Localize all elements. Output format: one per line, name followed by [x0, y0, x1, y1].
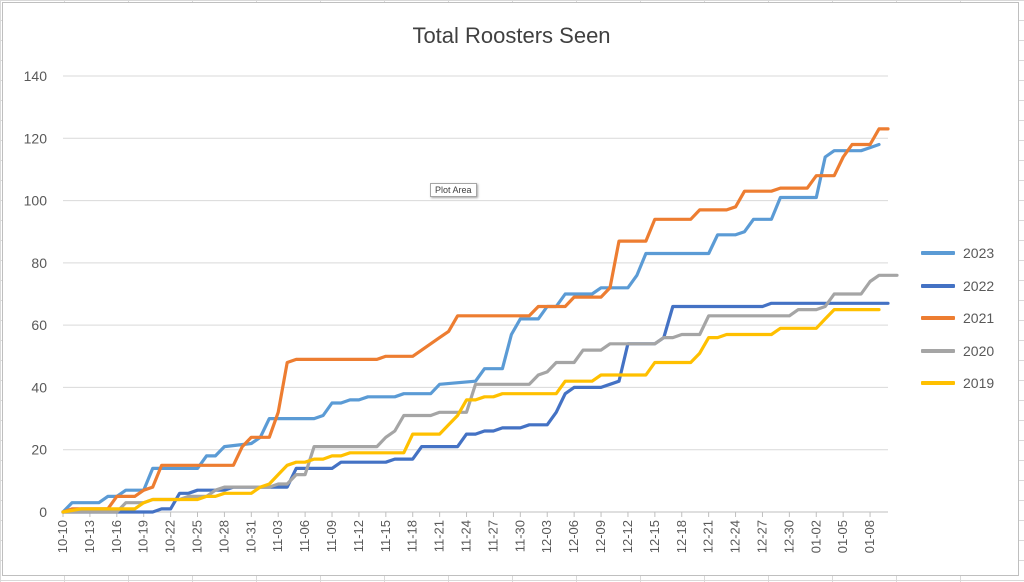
x-tick-label: 12-03 — [539, 520, 554, 553]
y-tick-label: 120 — [24, 130, 48, 146]
x-tick-label: 12-15 — [647, 520, 662, 553]
x-tick-label: 12-06 — [566, 520, 581, 553]
x-tick-label: 10-31 — [243, 520, 258, 553]
x-tick-label: 10-22 — [163, 520, 178, 553]
x-tick-label: 12-09 — [593, 520, 608, 553]
y-tick-label: 40 — [31, 379, 47, 395]
legend-label: 2022 — [963, 278, 995, 294]
y-tick-label: 0 — [39, 504, 47, 520]
y-tick-label: 60 — [31, 317, 47, 333]
legend-label: 2021 — [963, 310, 995, 326]
x-tick-label: 11-06 — [297, 520, 312, 552]
chart-container[interactable]: 0 20 40 60 80 100 120 140 10-10 10-13 10-16 10-19 10… — [2, 2, 1019, 576]
x-tick-label: 10-25 — [190, 520, 205, 553]
x-tick-label: 11-09 — [324, 520, 339, 552]
series-line-2023 — [61, 142, 881, 514]
x-tick-label: 11-30 — [512, 520, 527, 552]
x-tick-label: 12-12 — [620, 520, 635, 553]
x-tick-label: 11-24 — [459, 520, 474, 552]
series-line-2021 — [61, 127, 890, 514]
x-tick-label: 12-30 — [781, 520, 796, 553]
chart-title: Total Roosters Seen — [412, 23, 611, 48]
x-tick-label: 01-05 — [835, 520, 850, 553]
y-tick-label: 20 — [31, 442, 47, 458]
x-tick-label: 12-18 — [674, 520, 689, 553]
legend-swatch — [921, 381, 955, 385]
series-line-2022 — [61, 301, 890, 514]
legend-swatch — [921, 316, 955, 320]
legend-label: 2023 — [963, 245, 995, 261]
x-tick-label: 10-10 — [55, 520, 70, 553]
series-line-2020 — [61, 273, 899, 514]
legend-swatch — [921, 349, 955, 353]
x-tick-label: 01-02 — [808, 520, 823, 553]
legend-swatch — [921, 284, 955, 288]
x-tick-label: 11-27 — [485, 520, 500, 552]
x-tick-label: 10-19 — [136, 520, 151, 553]
x-tick-label: 12-27 — [754, 520, 769, 553]
legend-swatch — [921, 251, 955, 255]
x-tick-label: 10-13 — [82, 520, 97, 553]
x-tick-label: 11-21 — [432, 520, 447, 552]
y-tick-label: 100 — [24, 193, 48, 209]
y-tick-label: 80 — [31, 255, 47, 271]
chart-plot-svg: 0 20 40 60 80 100 120 140 10-10 10-13 10-16 10-19 10… — [24, 68, 899, 553]
legend-label: 2019 — [963, 375, 995, 391]
x-tick-label: 01-08 — [862, 520, 877, 553]
x-tick-label: 11-12 — [351, 520, 366, 552]
y-tick-label: 140 — [24, 68, 48, 84]
x-tick-label: 11-03 — [270, 520, 285, 552]
x-tick-label: 10-16 — [109, 520, 124, 553]
x-tick-label: 11-18 — [405, 520, 420, 552]
x-tick-label: 12-24 — [728, 520, 743, 553]
series-line-2019 — [61, 308, 881, 514]
x-tick-label: 11-15 — [378, 520, 393, 552]
x-tick-label: 12-21 — [701, 520, 716, 553]
x-tick-label: 10-28 — [216, 520, 231, 553]
plot-area-tooltip: Plot Area — [430, 183, 477, 197]
legend-label: 2020 — [963, 343, 995, 359]
